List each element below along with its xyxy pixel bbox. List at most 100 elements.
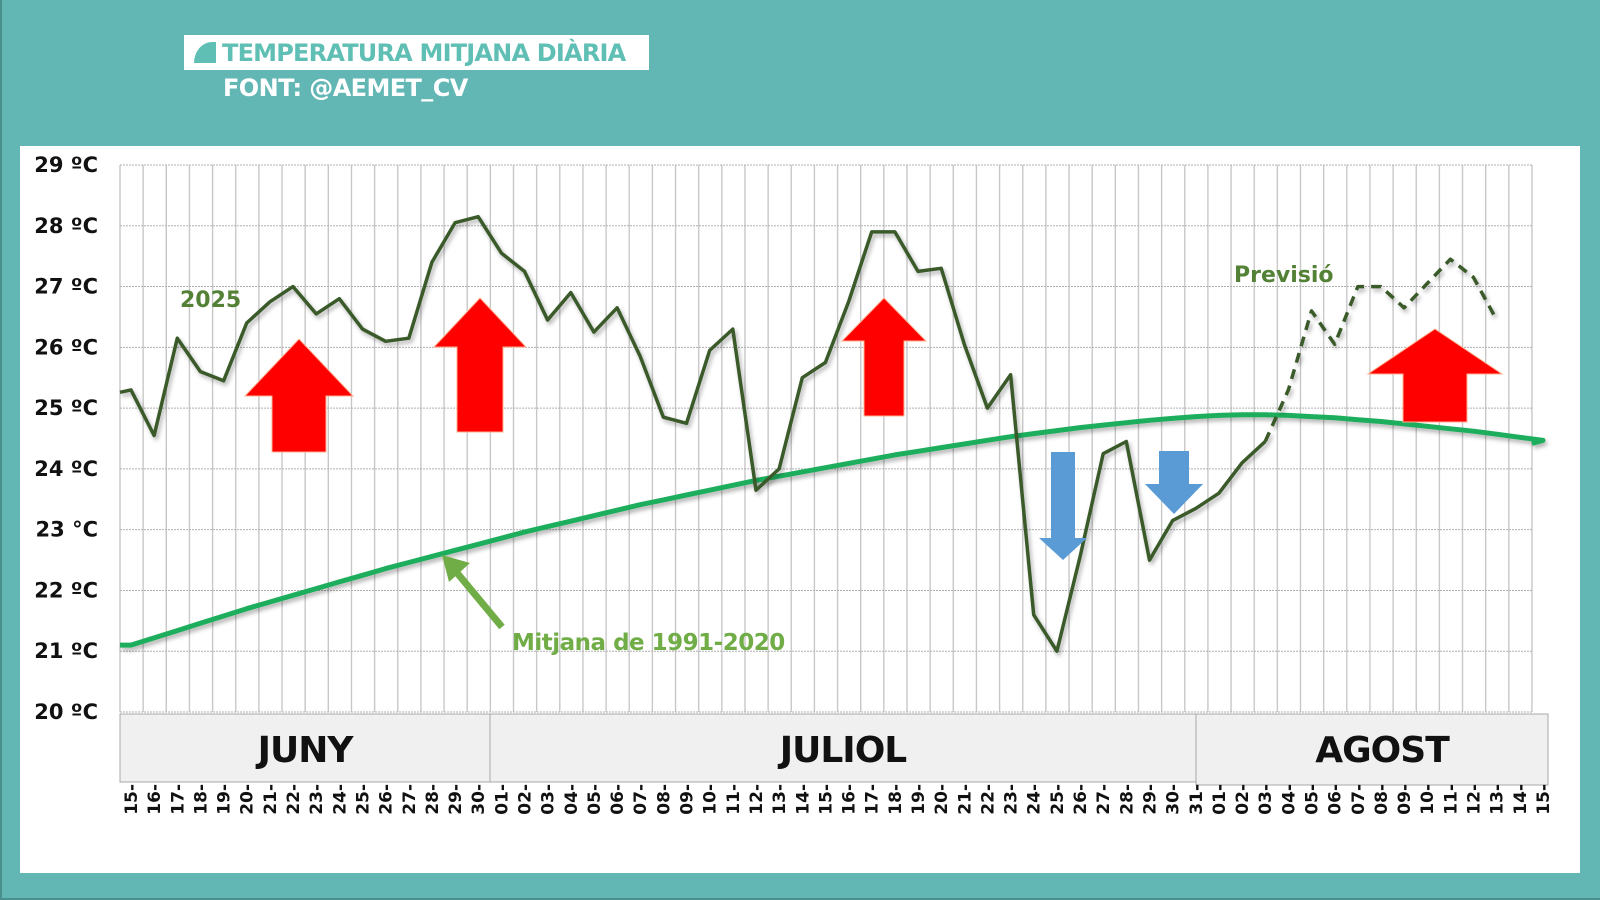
x-tick-label: 23- xyxy=(1002,784,1022,815)
series-label-2025: 2025 xyxy=(180,288,241,313)
x-tick-label: 10- xyxy=(1418,784,1438,815)
y-axis-labels: 20 ºC 21 ºC 22 ºC 23 °C 24 ºC 25 ºC 26 ºC 27 ºC… xyxy=(34,153,98,724)
x-tick-label: 11- xyxy=(1441,784,1461,815)
x-tick-label: 07- xyxy=(1349,784,1369,815)
y-tick-label: 26 ºC xyxy=(34,335,98,359)
climatology-line xyxy=(120,412,1546,648)
x-tick-label: 24- xyxy=(330,784,350,815)
pointer-arrow-icon xyxy=(442,555,505,630)
x-tick-label: 04- xyxy=(562,784,582,815)
x-tick-label: 02- xyxy=(1233,784,1253,815)
gridlines xyxy=(119,164,1533,713)
y-tick-label: 25 ºC xyxy=(34,396,98,420)
x-tick-label: 16- xyxy=(840,784,860,815)
x-tick-label: 09- xyxy=(678,784,698,815)
y-tick-label: 21 ºC xyxy=(34,639,98,663)
x-tick-label: 21- xyxy=(261,784,281,815)
x-tick-label: 04- xyxy=(1279,784,1299,815)
series-2025-line xyxy=(119,214,1267,653)
x-tick-label: 15- xyxy=(122,784,142,815)
month-label: AGOST xyxy=(1315,730,1450,771)
arrow-up-icon xyxy=(1366,328,1504,423)
x-tick-label: 25- xyxy=(1048,784,1068,815)
x-tick-label: 12- xyxy=(1465,784,1485,815)
x-tick-label: 29- xyxy=(1140,784,1160,815)
forecast-label: Previsió xyxy=(1234,263,1334,288)
x-tick-label: 28- xyxy=(423,784,443,815)
month-label: JULIOL xyxy=(777,730,907,771)
title-banner: TEMPERATURA MITJANA DIÀRIA xyxy=(184,35,649,70)
x-tick-label: 27- xyxy=(400,784,420,815)
x-tick-label: 07- xyxy=(631,784,651,815)
x-tick-label: 25- xyxy=(353,784,373,815)
x-axis-labels: 15- 16- 17- 18- 19- 20- 21- 22- 23- 24- 25- 26- 27- 2… xyxy=(122,784,1554,815)
x-tick-label: 28- xyxy=(1117,784,1137,815)
x-tick-label: 03- xyxy=(1256,784,1276,815)
x-tick-label: 13- xyxy=(770,784,790,815)
y-tick-label: 23 °C xyxy=(36,518,98,542)
x-tick-label: 08- xyxy=(654,784,674,815)
x-tick-label: 15- xyxy=(816,784,836,815)
x-tick-label: 18- xyxy=(191,784,211,815)
title-tab-icon xyxy=(194,42,216,63)
x-tick-label: 11- xyxy=(724,784,744,815)
y-tick-label: 20 ºC xyxy=(34,700,98,724)
x-tick-label: 06- xyxy=(608,784,628,815)
y-tick-label: 29 ºC xyxy=(34,153,98,177)
temperature-chart: 20 ºC 21 ºC 22 ºC 23 °C 24 ºC 25 ºC 26 ºC 27 ºC… xyxy=(34,153,1554,815)
x-tick-label: 09- xyxy=(1395,784,1415,815)
x-tick-label: 23- xyxy=(307,784,327,815)
x-tick-label: 22- xyxy=(284,784,304,815)
x-tick-label: 16- xyxy=(145,784,165,815)
arrow-up-icon xyxy=(243,338,355,453)
x-tick-label: 05- xyxy=(585,784,605,815)
x-tick-label: 21- xyxy=(955,784,975,815)
x-tick-label: 12- xyxy=(747,784,767,815)
y-tick-label: 27 ºC xyxy=(34,275,98,299)
x-tick-label: 17- xyxy=(168,784,188,815)
x-tick-label: 08- xyxy=(1372,784,1392,815)
x-tick-label: 06- xyxy=(1326,784,1346,815)
x-tick-label: 20- xyxy=(932,784,952,815)
y-tick-label: 24 ºC xyxy=(34,457,98,481)
month-cell-juliol xyxy=(489,713,1197,783)
x-tick-label: 30- xyxy=(469,784,489,815)
x-tick-label: 01- xyxy=(1210,784,1230,815)
month-cell-agost xyxy=(1195,713,1549,786)
x-tick-label: 29- xyxy=(446,784,466,815)
x-tick-label: 10- xyxy=(701,784,721,815)
x-tick-label: 14- xyxy=(1511,784,1531,815)
y-tick-label: 28 ºC xyxy=(34,214,98,238)
x-tick-label: 05- xyxy=(1303,784,1323,815)
month-band: JUNY JULIOL AGOST xyxy=(119,713,1549,786)
arrow-down-icon xyxy=(1145,451,1203,514)
x-tick-label: 19- xyxy=(909,784,929,815)
x-tick-label: 30- xyxy=(1164,784,1184,815)
x-tick-label: 03- xyxy=(539,784,559,815)
x-tick-label: 19- xyxy=(215,784,235,815)
x-tick-label: 17- xyxy=(863,784,883,815)
x-tick-label: 14- xyxy=(793,784,813,815)
chart-source: FONT: @AEMET_CV xyxy=(223,74,468,102)
x-tick-label: 31- xyxy=(1187,784,1207,815)
x-tick-label: 01- xyxy=(492,784,512,815)
arrow-up-icon xyxy=(432,297,528,433)
x-tick-label: 22- xyxy=(978,784,998,815)
x-tick-label: 02- xyxy=(516,784,536,815)
arrow-down-icon xyxy=(1039,452,1087,560)
x-tick-label: 15- xyxy=(1534,784,1554,815)
x-tick-label: 26- xyxy=(377,784,397,815)
x-tick-label: 18- xyxy=(886,784,906,815)
month-cell-juny xyxy=(119,713,491,783)
x-tick-label: 26- xyxy=(1071,784,1091,815)
chart-title: TEMPERATURA MITJANA DIÀRIA xyxy=(222,38,626,67)
x-tick-label: 24- xyxy=(1025,784,1045,815)
month-label: JUNY xyxy=(255,730,355,771)
forecast-line xyxy=(1263,257,1499,443)
x-tick-label: 13- xyxy=(1488,784,1508,815)
x-tick-label: 20- xyxy=(238,784,258,815)
climatology-label: Mitjana de 1991-2020 xyxy=(512,630,785,656)
chart-panel: 20 ºC 21 ºC 22 ºC 23 °C 24 ºC 25 ºC 26 ºC 27 ºC… xyxy=(20,146,1580,873)
y-tick-label: 22 ºC xyxy=(34,578,98,602)
arrow-up-icon xyxy=(840,297,928,417)
